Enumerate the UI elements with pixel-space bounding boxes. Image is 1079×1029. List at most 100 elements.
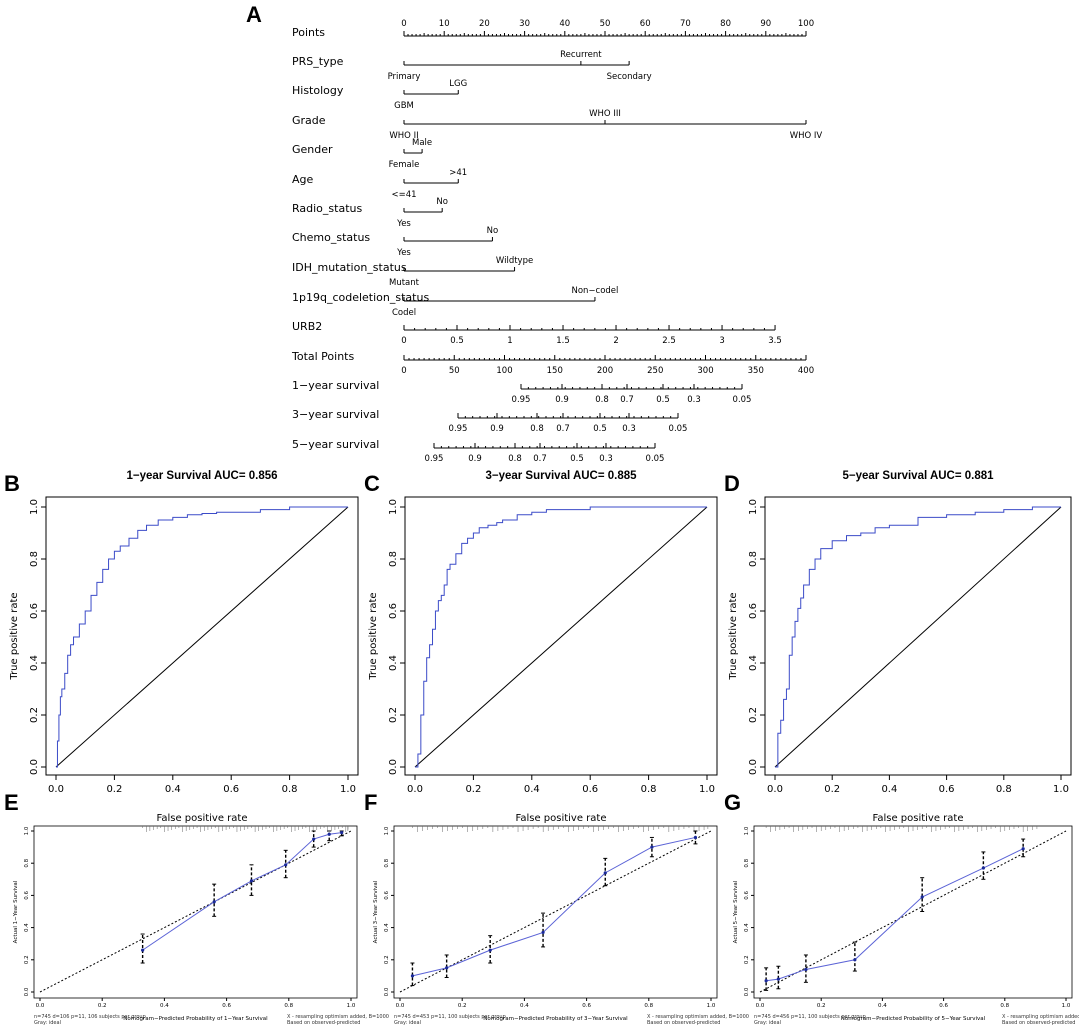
roc-x-axis-label: False positive rate xyxy=(157,813,248,824)
roc-y-tick-label: 0.8 xyxy=(388,551,399,567)
urb2-tick-label: 0.5 xyxy=(450,336,464,346)
calibration-y-tick-label: 0.8 xyxy=(384,858,390,867)
calibration-x-tick-label: 0.2 xyxy=(458,1003,467,1009)
calibration-y-tick-label: 0.2 xyxy=(24,955,30,964)
roc-x-tick-label: 0.2 xyxy=(465,784,481,795)
survival-tick-label: 0.05 xyxy=(646,454,665,464)
survival-tick-label: 0.3 xyxy=(687,395,701,405)
urb2-tick-label: 2.5 xyxy=(662,336,676,346)
observed-line xyxy=(412,836,696,977)
nomo-level-label: Wildtype xyxy=(496,256,533,266)
roc-y-tick-label: 0.4 xyxy=(29,655,40,671)
calibration-x-tick-label: 0.6 xyxy=(939,1003,948,1009)
calibration-y-axis-label: Actual 3−Year Survival xyxy=(373,880,379,943)
calibration-point xyxy=(603,871,607,875)
total-points-tick-label: 200 xyxy=(597,366,613,376)
roc-y-tick-label: 0.8 xyxy=(29,551,40,567)
survival-tick-label: 0.9 xyxy=(490,424,504,434)
roc-y-tick-label: 0.4 xyxy=(388,655,399,671)
calibration-point xyxy=(249,879,254,883)
panel-letter-D: D xyxy=(724,471,740,496)
roc-y-tick-label: 0.0 xyxy=(29,759,40,775)
total-points-tick-label: 150 xyxy=(547,366,563,376)
calibration-point xyxy=(804,967,808,972)
calibration-x-tick-label: 0.2 xyxy=(817,1003,826,1009)
nomo-level-label: Non−codel xyxy=(571,286,618,296)
calibration-point xyxy=(284,863,288,867)
roc-x-tick-label: 0.6 xyxy=(223,784,239,795)
roc-diagonal xyxy=(55,506,349,768)
calibration-y-tick-label: 0.0 xyxy=(384,987,390,996)
nomo-row-label: 1−year survival xyxy=(292,379,379,392)
urb2-tick-label: 3.5 xyxy=(768,336,782,346)
calibration-point xyxy=(853,958,857,962)
total-points-tick-label: 0 xyxy=(401,366,406,376)
calibration-x-tick-label: 0.8 xyxy=(1000,1003,1009,1009)
points-tick-label: 100 xyxy=(798,19,814,29)
urb2-tick-label: 0 xyxy=(401,336,406,346)
roc-x-tick-label: 1.0 xyxy=(699,784,715,795)
calibration-y-tick-label: 0.6 xyxy=(384,891,390,900)
roc-x-tick-label: 0.8 xyxy=(282,784,298,795)
survival-tick-label: 0.5 xyxy=(570,454,584,464)
roc-diagonal xyxy=(414,506,708,768)
calibration-note-right: X - resampling optimism added, B=1000 xyxy=(287,1014,389,1020)
roc-x-tick-label: 0.8 xyxy=(641,784,657,795)
calibration-x-tick-label: 0.8 xyxy=(284,1003,293,1009)
roc-x-tick-label: 0.2 xyxy=(824,784,840,795)
nomo-level-label: Secondary xyxy=(607,72,652,82)
nomo-row-label: Grade xyxy=(292,114,326,127)
nomo-row-label: Radio_status xyxy=(292,202,362,215)
survival-tick-label: 0.95 xyxy=(512,395,531,405)
calibration-x-tick-label: 0.6 xyxy=(582,1003,591,1009)
calibration-note-right: X - resampling optimism added, B=1000 xyxy=(647,1014,749,1020)
survival-tick-label: 0.05 xyxy=(669,424,688,434)
nomo-level-label: Primary xyxy=(388,72,421,82)
survival-tick-label: 0.3 xyxy=(599,454,613,464)
points-tick-label: 40 xyxy=(559,19,570,29)
roc-x-tick-label: 0.4 xyxy=(524,784,540,795)
calibration-y-tick-label: 0.4 xyxy=(24,923,30,932)
survival-tick-label: 0.5 xyxy=(593,424,607,434)
calibration-x-tick-label: 0.4 xyxy=(160,1003,169,1009)
roc-y-tick-label: 1.0 xyxy=(29,499,40,515)
nomo-row-label: PRS_type xyxy=(292,55,344,68)
roc-y-tick-label: 0.6 xyxy=(748,603,759,619)
nomo-level-label: Codel xyxy=(392,308,416,318)
roc-plot-frame xyxy=(404,496,718,776)
calibration-x-tick-label: 1.0 xyxy=(1062,1003,1071,1009)
calibration-y-tick-label: 0.8 xyxy=(744,858,750,867)
roc-plot-frame xyxy=(764,496,1072,776)
calibration-x-tick-label: 1.0 xyxy=(707,1003,716,1009)
survival-tick-label: 0.9 xyxy=(468,454,482,464)
survival-tick-label: 0.8 xyxy=(508,454,522,464)
points-tick-label: 70 xyxy=(680,19,691,29)
roc-y-tick-label: 0.0 xyxy=(388,759,399,775)
calibration-point xyxy=(764,979,768,983)
points-tick-label: 80 xyxy=(720,19,731,29)
calibration-point xyxy=(327,832,331,836)
total-points-tick-label: 50 xyxy=(449,366,460,376)
calibration-note-left-2: Gray: ideal xyxy=(754,1020,781,1026)
calibration-note-left-2: Gray: ideal xyxy=(394,1020,421,1026)
calibration-y-tick-label: 0.4 xyxy=(744,923,750,932)
calibration-x-axis-label: Nomogram−Predicted Probability of 1−Year… xyxy=(123,1016,268,1022)
calibration-point xyxy=(410,974,415,978)
nomo-row-label: Points xyxy=(292,26,325,39)
calibration-y-tick-label: 0.6 xyxy=(744,891,750,900)
nomo-row-label: Histology xyxy=(292,84,344,97)
survival-tick-label: 0.3 xyxy=(622,424,636,434)
roc-x-axis-label: False positive rate xyxy=(516,813,607,824)
roc-x-tick-label: 0.0 xyxy=(767,784,783,795)
calibration-y-tick-label: 1.0 xyxy=(744,826,750,835)
nomo-level-label: Yes xyxy=(396,219,411,229)
survival-tick-label: 0.7 xyxy=(620,395,634,405)
calibration-point xyxy=(445,966,449,970)
total-points-tick-label: 300 xyxy=(697,366,713,376)
survival-tick-label: 0.95 xyxy=(449,424,468,434)
calibration-note-left: n=745 d=456 p=11, 100 subjects per group xyxy=(754,1014,866,1020)
panel-letter-E: E xyxy=(4,790,19,815)
nomo-row-label: Gender xyxy=(292,143,333,156)
nomo-row-label: IDH_mutation_status xyxy=(292,261,407,274)
